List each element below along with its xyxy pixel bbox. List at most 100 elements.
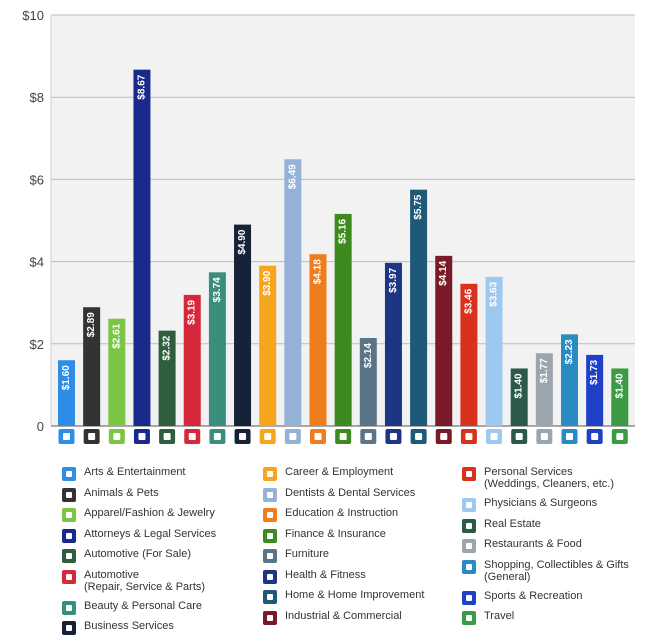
bar-value-label: $3.63 [489,281,500,306]
legend-label: Personal Services (Weddings, Cleaners, e… [484,466,615,490]
legend-label: Furniture [285,548,330,560]
legend-item: Home & Home Improvement [263,589,424,610]
legend-label: Animals & Pets [84,486,159,499]
bar-value-label: $4.14 [438,260,449,285]
bar-value-label: $3.46 [463,288,474,313]
graduation-cap-icon-glyph [314,433,322,440]
y-tick-label: $8 [30,90,44,105]
briefcase-icon-glyph [264,433,272,440]
bar-chart-plot: $10 $8 $6 $4 $2 0 $1.60 $2.89 $2.61 $8.67 $2.32 $3… [22,8,635,444]
gavel-icon [62,528,76,543]
building-icon [462,518,476,533]
legend-label: Finance & Insurance [285,527,386,540]
legend-item: Travel [462,610,629,631]
medical-cross-icon [462,498,476,512]
bar-value-label: $5.16 [338,218,349,243]
bar-value-label: $2.61 [111,323,122,348]
plane-icon-glyph [616,433,624,440]
y-tick-label: $4 [30,255,44,270]
ball-icon [462,590,476,605]
legend-label: Apparel/Fashion & Jewelry [84,507,215,519]
bar-value-label: $2.14 [363,343,374,368]
y-tick-label: $6 [30,172,44,187]
legend-column: Career & Employment Dentists & Dental Ser… [263,466,424,630]
bar [359,338,377,426]
legend-item: Arts & Entertainment [62,466,216,487]
bar [158,330,176,426]
bar [460,283,478,426]
house-icon-glyph [415,433,423,440]
legend-label: Shopping, Collectibles & Gifts (General) [484,558,629,583]
y-tick-label: 0 [37,419,44,434]
shirt-icon [62,508,76,522]
house-icon [263,590,277,604]
y-tick-label: $2 [30,337,44,352]
bar [535,353,553,426]
card-icon-glyph [239,433,247,440]
graduation-cap-icon [263,508,277,522]
bar-value-label: $8.67 [136,74,147,99]
bar-value-label: $1.77 [539,358,550,383]
factory-icon-glyph [440,433,448,440]
tooth-icon [263,487,277,502]
bar [435,255,453,426]
brush-icon-glyph [213,433,221,440]
legend-column: Personal Services (Weddings, Cleaners, e… [462,466,629,631]
legend-label: Dentists & Dental Services [285,486,416,499]
legend-label: Beauty & Personal Care [84,599,203,612]
bar-value-label: $1.40 [514,373,525,398]
y-axis-tick-labels: $10 $8 $6 $4 $2 0 [22,8,44,434]
legend-item: Industrial & Commercial [263,610,424,631]
bar [58,360,75,426]
legend-item: Sports & Recreation [462,590,629,611]
brush-icon [62,600,76,615]
bar [259,265,277,426]
bar [208,272,226,426]
bar-value-label: $4.90 [237,229,248,254]
legend-label: Restaurants & Food [484,538,582,550]
shirt-icon-glyph [113,433,121,440]
bar [334,213,352,426]
bar-value-label: $6.49 [287,164,298,189]
gift-icon-glyph [566,433,573,440]
legend-item: Automotive (For Sale) [62,548,216,569]
bar [611,368,629,426]
fork-knife-icon-glyph [540,433,548,440]
bar-value-label: $5.75 [413,194,424,219]
bar [586,354,604,426]
bar [183,294,201,426]
bar [234,224,252,426]
bar-value-label: $3.97 [388,267,399,292]
bar [133,69,151,427]
bar-value-label: $1.73 [589,359,600,384]
paw-icon-glyph [88,433,96,440]
legend-label: Travel [484,610,515,622]
gift-icon [462,559,476,574]
bars: $1.60 $2.89 $2.61 $8.67 $2.32 $3.19 $3.74 $4.90… [58,69,629,427]
building-icon-glyph [515,433,523,440]
fork-knife-icon [462,539,476,553]
hand-icon [462,467,476,481]
paw-icon [62,487,76,502]
bar [384,262,402,426]
tag-icon [62,549,76,563]
legend-column: Arts & Entertainment Animals & Pets Appare… [62,466,216,641]
bar-value-label: $1.60 [61,365,72,390]
legend-label: Business Services [84,620,174,632]
legend-item: Animals & Pets [62,487,216,508]
legend: Arts & Entertainment Animals & Pets Appare… [0,466,659,638]
card-icon [62,621,76,635]
bar-value-label: $2.23 [564,339,575,364]
car-icon [62,569,76,584]
bar [108,318,126,426]
bar [485,276,503,426]
legend-item: Business Services [62,620,216,641]
legend-label: Arts & Entertainment [84,466,186,478]
legend-item: Health & Fitness [263,569,424,590]
piggy-bank-icon-glyph [339,433,347,440]
bar-value-label: $2.32 [162,335,173,360]
bar [561,334,578,426]
legend-label: Real Estate [484,517,541,530]
legend-label: Automotive (Repair, Service & Parts) [84,568,206,593]
